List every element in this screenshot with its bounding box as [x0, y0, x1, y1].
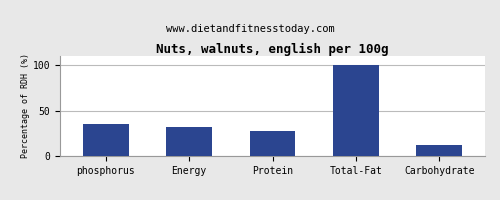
Bar [83, 124, 129, 156]
Bar [416, 145, 462, 156]
Bar [166, 127, 212, 156]
Bar [333, 65, 379, 156]
Text: www.dietandfitnesstoday.com: www.dietandfitnesstoday.com [166, 24, 334, 34]
Title: Nuts, walnuts, english per 100g: Nuts, walnuts, english per 100g [156, 43, 389, 56]
Y-axis label: Percentage of RDH (%): Percentage of RDH (%) [21, 53, 30, 158]
Bar [250, 131, 296, 156]
